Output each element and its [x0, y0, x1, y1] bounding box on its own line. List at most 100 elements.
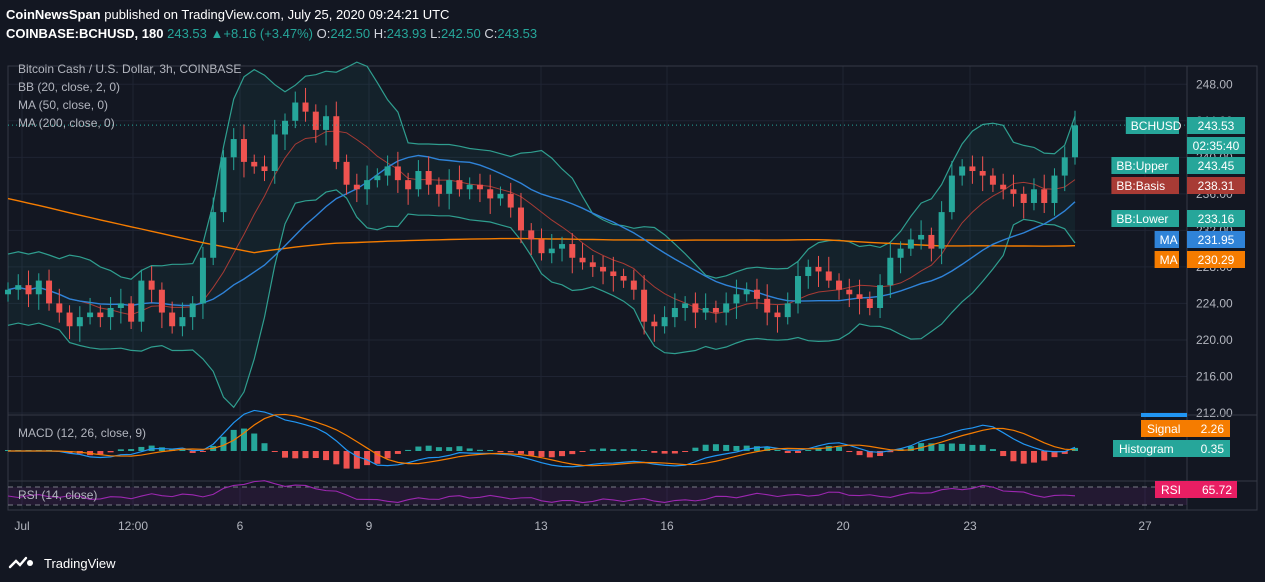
- macd-histogram-bar: [353, 451, 360, 469]
- macd-histogram-bar: [117, 449, 124, 451]
- rsi-line: [7, 480, 1076, 504]
- price-tick-label: 212.00: [1196, 406, 1233, 420]
- macd-histogram-bar: [425, 445, 432, 451]
- candle-body: [1000, 184, 1007, 190]
- macd-histogram-bar: [476, 449, 483, 451]
- macd-histogram-bar: [1010, 451, 1017, 462]
- macd-histogram-bar: [589, 449, 596, 451]
- candle-body: [230, 139, 237, 158]
- macd-label-box: [1113, 440, 1230, 457]
- price-label-tag: [1125, 117, 1179, 134]
- high-value: 243.93: [386, 26, 427, 41]
- candle-body: [569, 244, 576, 258]
- macd-histogram-bar: [702, 444, 709, 451]
- macd-histogram-bar: [271, 451, 278, 452]
- symbol-label[interactable]: COINBASE:BCHUSD, 180: [6, 26, 164, 41]
- candle-body: [251, 161, 258, 167]
- macd-histogram-bar: [497, 451, 504, 453]
- macd-legend[interactable]: MACD (12, 26, close, 9): [18, 426, 147, 440]
- publisher-name[interactable]: CoinNewsSpan: [6, 7, 101, 22]
- candle-body: [784, 303, 791, 318]
- rsi-label-value: 65.72: [1202, 483, 1232, 497]
- macd-histogram-bar: [753, 446, 760, 451]
- macd-histogram-bar: [651, 451, 658, 453]
- bb-legend[interactable]: BB (20, close, 2, 0): [18, 80, 121, 94]
- candle-body: [353, 184, 360, 190]
- price-change: +8.16 (+3.47%): [223, 26, 313, 41]
- tradingview-brand[interactable]: TradingView: [8, 554, 116, 572]
- price-tick-label: 224.00: [1196, 296, 1233, 310]
- price-label-box: [1187, 137, 1245, 154]
- price-label-name: BB:Upper: [1116, 159, 1168, 173]
- macd-histogram-bar: [456, 446, 463, 451]
- macd-histogram-bar: [784, 451, 791, 453]
- candle-body: [825, 271, 832, 281]
- candle-body: [138, 280, 145, 322]
- candle-body: [169, 312, 176, 327]
- candle-body: [364, 180, 371, 190]
- candle-body: [692, 303, 699, 313]
- candle-body: [815, 266, 822, 272]
- macd-histogram-bar: [877, 451, 884, 457]
- macd-histogram-bar: [887, 451, 894, 453]
- macd-label-name: Histogram: [1119, 442, 1174, 456]
- price-label-value: 231.95: [1198, 233, 1235, 247]
- macd-histogram-bar: [507, 451, 514, 453]
- price-label-tag: [1154, 251, 1179, 268]
- macd-histogram-bar: [251, 433, 258, 451]
- macd-histogram-bar: [435, 447, 442, 451]
- price-label-name: MA: [1160, 253, 1178, 267]
- open-value: 242.50: [330, 26, 371, 41]
- high-label: H:: [373, 26, 387, 41]
- candle-body: [702, 307, 709, 313]
- candle-body: [661, 317, 668, 327]
- rsi-legend[interactable]: RSI (14, close): [18, 488, 98, 502]
- up-arrow-icon: ▲: [210, 26, 224, 41]
- macd-histogram-bar: [825, 445, 832, 451]
- candle-body: [343, 161, 350, 185]
- ohlc-line: COINBASE:BCHUSD, 180 243.53 ▲+8.16 (+3.4…: [6, 26, 537, 41]
- ma50-legend[interactable]: MA (50, close, 0): [18, 98, 109, 112]
- macd-histogram-bar: [302, 451, 309, 459]
- candle-body: [866, 298, 873, 308]
- macd-histogram-bar: [199, 451, 206, 452]
- macd-histogram-bar: [405, 449, 412, 451]
- candle-body: [959, 166, 966, 176]
- macd-histogram-bar: [569, 451, 576, 455]
- chart-background: [0, 48, 1265, 545]
- candle-body: [210, 212, 217, 258]
- candle-body: [158, 289, 165, 313]
- candle-body: [292, 102, 299, 121]
- macd-histogram-bar: [261, 443, 268, 451]
- price-chart[interactable]: 248.00244.00240.00236.00232.00228.00224.…: [0, 48, 1265, 545]
- candle-body: [384, 166, 391, 176]
- macd-histogram-bar: [815, 447, 822, 451]
- macd-histogram-bar: [692, 447, 699, 451]
- ma200-legend[interactable]: MA (200, close, 0): [18, 116, 115, 130]
- price-label-value: 02:35:40: [1193, 139, 1240, 153]
- close-value: 243.53: [497, 26, 538, 41]
- macd-histogram-bar: [630, 449, 637, 451]
- candle-body: [1061, 157, 1068, 176]
- low-value: 242.50: [440, 26, 481, 41]
- macd-label-name: Signal: [1147, 422, 1180, 436]
- macd-histogram-bar: [292, 451, 299, 459]
- candle-body: [887, 257, 894, 286]
- macd-histogram-bar: [979, 444, 986, 451]
- macd-signal-line: [8, 413, 1076, 467]
- candle-body: [948, 175, 955, 213]
- candle-body: [323, 116, 330, 130]
- candle-body: [836, 280, 843, 290]
- candle-body: [928, 234, 935, 249]
- macd-histogram-bar: [938, 443, 945, 451]
- macd-histogram-bar: [240, 428, 247, 451]
- candle-body: [1051, 175, 1058, 203]
- candle-body: [312, 111, 319, 130]
- candle-body: [559, 244, 566, 249]
- macd-histogram-bar: [179, 449, 186, 451]
- price-label-value: 243.53: [1198, 119, 1235, 133]
- price-label-tag: [1111, 157, 1179, 174]
- candle-body: [538, 239, 545, 254]
- price-label-box: [1187, 117, 1245, 134]
- candle-body: [405, 180, 412, 190]
